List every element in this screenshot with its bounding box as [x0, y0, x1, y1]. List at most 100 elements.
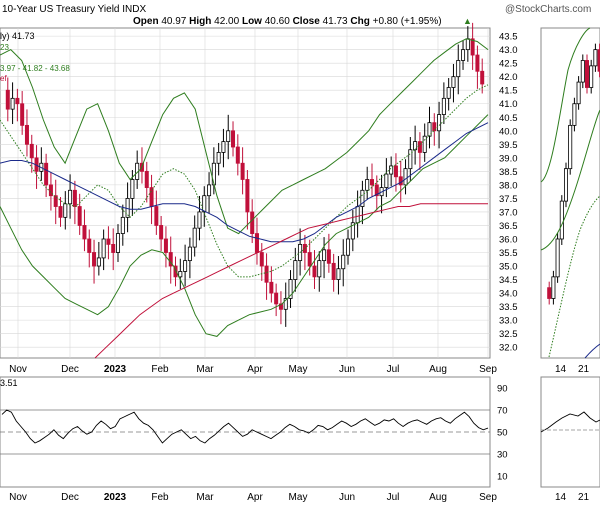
- candle-body: [226, 130, 231, 143]
- watermark: @StockCharts.com: [505, 4, 591, 15]
- y-tick-label: 37.5: [499, 194, 518, 205]
- candle-body: [293, 260, 298, 280]
- right-rsi-x-tick-21: 21: [578, 492, 590, 503]
- rsi-reference-lines: [0, 409, 490, 455]
- right-bb-lower: [540, 109, 600, 251]
- candle-body: [432, 122, 437, 132]
- candle-body: [48, 184, 53, 197]
- candle-body: [96, 257, 101, 267]
- candle-body: [446, 87, 451, 99]
- candle-body: [317, 260, 322, 278]
- candle-body: [72, 189, 77, 207]
- y-tick-label: 35.5: [499, 248, 518, 259]
- price-grid: [0, 28, 490, 358]
- rsi-legend: 3.51: [0, 378, 18, 388]
- candle-body: [15, 97, 20, 105]
- ema-blue: [0, 122, 489, 243]
- right-candle-body: [564, 168, 569, 202]
- candle-body: [393, 165, 398, 178]
- y-tick-label: 40.0: [499, 126, 518, 137]
- candle-body: [389, 165, 394, 175]
- candle-body: [331, 262, 336, 280]
- x-tick-label: May: [289, 364, 308, 375]
- candle-body: [87, 238, 92, 253]
- y-tick-label: 36.5: [499, 221, 518, 232]
- candle-body: [92, 252, 97, 267]
- candle-body: [350, 222, 355, 240]
- rsi-x-tick-label: Sep: [479, 492, 497, 503]
- candle-body: [120, 216, 125, 234]
- right-candle-body: [576, 81, 581, 105]
- candle-body: [202, 195, 207, 213]
- y-tick-label: 43.0: [499, 45, 518, 56]
- candle-body: [413, 141, 418, 151]
- y-tick-label: 37.0: [499, 207, 518, 218]
- svg-text:Open 40.97 High 42.00 Low 40: Open 40.97 High 42.00 Low 40.60 Close 41…: [133, 16, 442, 27]
- candle-body: [259, 252, 264, 267]
- right-secondary-panel: 14 21 14 21: [540, 27, 600, 503]
- rsi-line: [1, 409, 489, 444]
- rsi-x-tick-label: Aug: [429, 492, 447, 503]
- candle-body: [10, 97, 15, 110]
- x-tick-label: Aug: [429, 364, 447, 375]
- y-tick-label: 41.0: [499, 99, 518, 110]
- right-candle-body: [589, 65, 594, 88]
- candle-body: [384, 173, 389, 188]
- candle-body: [207, 184, 212, 197]
- y-tick-label: 39.5: [499, 140, 518, 151]
- svg-text:ly) 41.73: ly) 41.73: [0, 31, 35, 41]
- sma200-red: [94, 203, 488, 359]
- right-sma-dotted: [548, 195, 600, 358]
- candle-body: [159, 225, 164, 240]
- candle-body: [264, 265, 269, 283]
- x-tick-label: 2023: [104, 364, 127, 375]
- right-candle-body: [547, 287, 552, 299]
- candle-body: [183, 260, 188, 272]
- candle-body: [422, 135, 427, 153]
- candle-body: [341, 254, 346, 270]
- right-candle-body: [593, 49, 598, 67]
- ohlc-readout: Open 40.97 High 42.00 Low 40.60 Close 41…: [133, 16, 472, 27]
- right-candle-body: [572, 103, 577, 126]
- candle-body: [192, 227, 197, 248]
- candle-body: [307, 252, 312, 267]
- y-tick-label: 34.0: [499, 289, 518, 300]
- rsi-y-tick-label: 30: [497, 450, 508, 461]
- candle-body: [441, 97, 446, 115]
- y-tick-label: 35.0: [499, 262, 518, 273]
- rsi-y-tick-label: 50: [497, 428, 508, 439]
- candle-body: [130, 179, 135, 199]
- candle-body: [173, 265, 178, 278]
- candle-body: [437, 114, 442, 132]
- right-candle-body: [559, 200, 564, 240]
- candle-body: [101, 238, 106, 259]
- y-tick-label: 38.5: [499, 167, 518, 178]
- rsi-x-tick-label: May: [289, 492, 308, 503]
- candle-body: [269, 281, 274, 294]
- candle-body: [322, 249, 327, 262]
- candle-body: [346, 238, 351, 256]
- candle-body: [216, 152, 221, 164]
- x-tick-label: Sep: [479, 364, 497, 375]
- rsi-x-tick-label: Jul: [387, 492, 400, 503]
- rsi-x-axis: Nov Dec 2023 Feb Mar Apr May Jun Jul Aug Sep: [9, 492, 497, 503]
- rsi-x-tick-label: Jun: [339, 492, 355, 503]
- chart-title: 10-Year US Treasury Yield INDX: [2, 4, 146, 15]
- right-x-tick-14: 14: [555, 364, 567, 375]
- candle-body: [168, 252, 173, 267]
- rsi-y-axis: 90 70 50 30 10: [497, 384, 508, 483]
- y-tick-label: 33.0: [499, 316, 518, 327]
- y-tick-label: 32.0: [499, 343, 518, 354]
- price-legend: ly) 41.73 23 3.97 - 41.82 - 43.68 ef: [0, 31, 70, 83]
- right-candles: [547, 43, 600, 305]
- candle-body: [53, 195, 58, 207]
- rsi-x-tick-label: Apr: [247, 492, 263, 503]
- y-tick-label: 33.5: [499, 302, 518, 313]
- candle-body: [427, 122, 432, 137]
- bollinger-lower: [0, 114, 489, 337]
- candle-body: [408, 149, 413, 170]
- right-ema: [584, 343, 600, 359]
- y-tick-label: 36.0: [499, 234, 518, 245]
- sma-dotted: [0, 84, 489, 278]
